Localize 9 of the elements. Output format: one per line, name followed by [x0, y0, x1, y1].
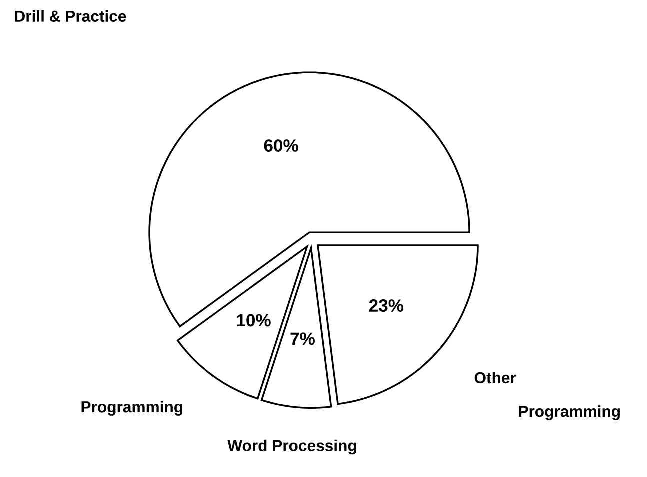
slice-label: Programming: [82, 401, 182, 416]
data-label: 10%: [237, 314, 271, 327]
slice-label: Word Processing: [228, 440, 356, 455]
data-label: 23%: [369, 300, 404, 312]
data-label: 60%: [264, 140, 298, 152]
slice-label: Drill & Practice: [15, 10, 126, 22]
text: Programming: [519, 406, 620, 420]
data-label: 7%: [290, 332, 315, 346]
slice-label: Other: [474, 372, 516, 384]
